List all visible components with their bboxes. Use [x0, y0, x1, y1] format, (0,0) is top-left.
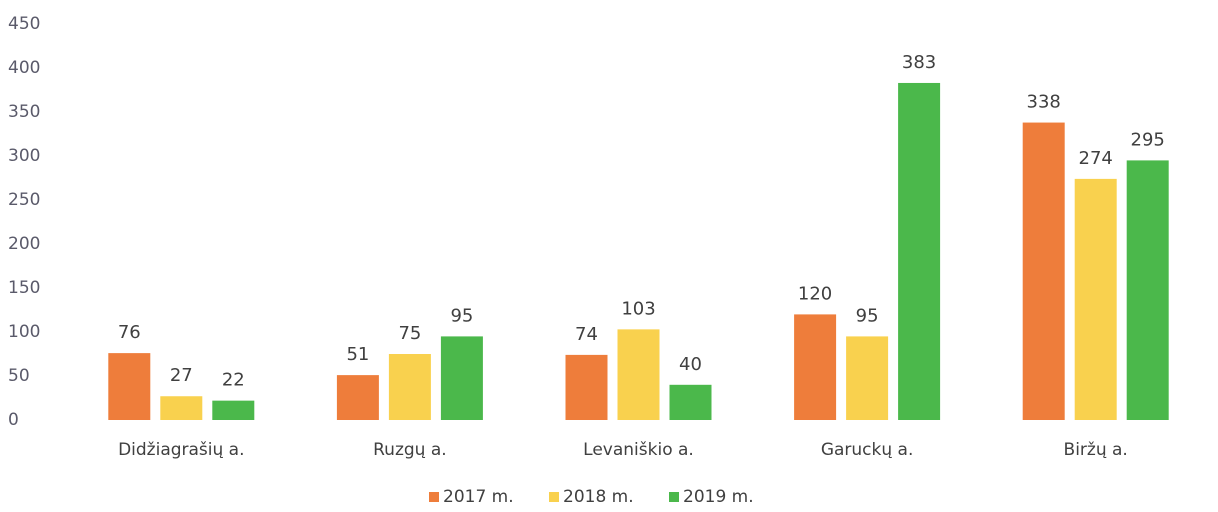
y-tick-label: 400: [8, 58, 40, 78]
data-label: 75: [398, 323, 421, 344]
bar: [108, 353, 151, 420]
bar: [669, 384, 712, 420]
y-tick-label: 100: [8, 322, 40, 342]
data-label: 40: [679, 354, 702, 375]
x-tick-label: Ruzgų a.: [373, 440, 447, 460]
data-label: 338: [1027, 92, 1061, 113]
y-tick-label: 0: [8, 410, 19, 430]
x-tick-label: Biržų a.: [1064, 440, 1128, 460]
x-tick-label: Didžiagrašių a.: [118, 440, 244, 460]
y-tick-label: 200: [8, 234, 40, 254]
data-label: 103: [621, 298, 655, 319]
bar: [336, 375, 379, 420]
bar: [565, 354, 608, 420]
bar: [846, 336, 889, 420]
data-label: 274: [1079, 148, 1113, 169]
x-tick-label: Garuckų a.: [821, 440, 914, 460]
legend-swatch: [669, 492, 679, 502]
data-label: 76: [118, 322, 141, 343]
data-label: 95: [450, 305, 473, 326]
legend-swatch: [549, 492, 559, 502]
y-tick-label: 250: [8, 190, 40, 210]
legend-label: 2018 m.: [563, 487, 634, 507]
y-tick-label: 50: [8, 366, 30, 386]
bar: [212, 400, 255, 420]
legend-label: 2019 m.: [683, 487, 754, 507]
bar: [1074, 178, 1117, 420]
data-label: 51: [346, 344, 369, 365]
bar: [388, 354, 431, 420]
bar: [1126, 160, 1169, 420]
y-tick-label: 350: [8, 102, 40, 122]
data-label: 95: [856, 305, 879, 326]
bar: [440, 336, 483, 420]
data-label: 295: [1131, 129, 1165, 150]
bar: [1022, 122, 1065, 420]
y-tick-label: 150: [8, 278, 40, 298]
x-tick-label: Levaniškio a.: [583, 440, 694, 460]
bar: [617, 329, 660, 420]
data-label: 120: [798, 283, 832, 304]
data-label: 383: [902, 52, 936, 73]
y-tick-label: 300: [8, 146, 40, 166]
bar: [160, 396, 203, 420]
data-label: 22: [222, 370, 245, 391]
legend-label: 2017 m.: [443, 487, 514, 507]
data-label: 74: [575, 324, 598, 345]
y-tick-label: 450: [8, 14, 40, 34]
bar: [794, 314, 837, 420]
bar: [898, 82, 941, 421]
data-label: 27: [170, 365, 193, 386]
legend-swatch: [429, 492, 439, 502]
